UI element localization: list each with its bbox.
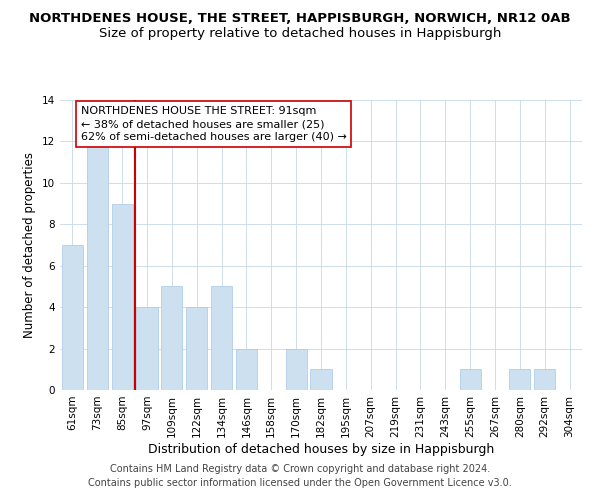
Bar: [286, 348, 307, 390]
Bar: [236, 348, 257, 390]
Bar: [310, 370, 332, 390]
Bar: [460, 370, 481, 390]
Text: Contains HM Land Registry data © Crown copyright and database right 2024.
Contai: Contains HM Land Registry data © Crown c…: [88, 464, 512, 487]
Bar: [534, 370, 555, 390]
Bar: [509, 370, 530, 390]
Text: Size of property relative to detached houses in Happisburgh: Size of property relative to detached ho…: [99, 28, 501, 40]
Bar: [112, 204, 133, 390]
Text: NORTHDENES HOUSE, THE STREET, HAPPISBURGH, NORWICH, NR12 0AB: NORTHDENES HOUSE, THE STREET, HAPPISBURG…: [29, 12, 571, 26]
Bar: [62, 245, 83, 390]
X-axis label: Distribution of detached houses by size in Happisburgh: Distribution of detached houses by size …: [148, 442, 494, 456]
Y-axis label: Number of detached properties: Number of detached properties: [23, 152, 37, 338]
Bar: [136, 307, 158, 390]
Bar: [161, 286, 182, 390]
Bar: [186, 307, 207, 390]
Bar: [87, 142, 108, 390]
Bar: [211, 286, 232, 390]
Text: NORTHDENES HOUSE THE STREET: 91sqm
← 38% of detached houses are smaller (25)
62%: NORTHDENES HOUSE THE STREET: 91sqm ← 38%…: [81, 106, 347, 142]
